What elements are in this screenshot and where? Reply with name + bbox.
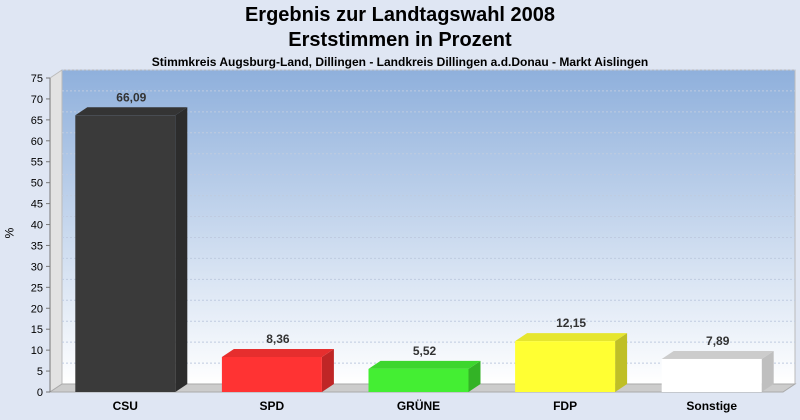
bar-csu — [75, 107, 188, 393]
x-tick-label: SPD — [260, 399, 285, 413]
y-tick-label: 45 — [31, 199, 43, 211]
bar-top — [221, 348, 334, 357]
chart-title: Ergebnis zur Landtagswahl 2008 — [244, 4, 556, 26]
y-tick-label: 35 — [31, 240, 43, 252]
bar-front — [75, 115, 176, 393]
bar-top — [515, 333, 628, 342]
bar-side — [761, 350, 774, 392]
bar-front — [368, 368, 469, 392]
data-label: 12,15 — [556, 316, 586, 330]
x-tick-label: GRÜNE — [397, 398, 440, 413]
bar-grüne — [368, 360, 481, 392]
y-tick-label: 15 — [31, 324, 43, 336]
y-tick-label: 65 — [31, 115, 43, 127]
x-tick-label: CSU — [113, 399, 138, 413]
bar-top — [75, 107, 188, 116]
y-tick-label: 40 — [31, 220, 43, 232]
data-label: 5,52 — [413, 344, 437, 358]
bar-sonstige — [661, 350, 774, 392]
bar-side — [175, 107, 188, 393]
bar-top — [661, 350, 774, 359]
plot-side-wall — [49, 69, 63, 393]
y-tick-label: 60 — [31, 136, 43, 148]
data-label: 8,36 — [266, 332, 290, 346]
y-tick-label: 55 — [31, 157, 43, 169]
x-tick-label: Sonstige — [686, 399, 737, 413]
bar-top — [368, 360, 481, 369]
y-tick-label: 5 — [37, 366, 43, 378]
chart-subtitle: Stimmkreis Augsburg-Land, Dillingen - La… — [151, 55, 649, 69]
bar-side — [615, 333, 628, 392]
bar-side — [321, 348, 334, 392]
y-tick-label: 20 — [31, 303, 43, 315]
chart-title-2: Erststimmen in Prozent — [288, 29, 512, 51]
x-tick-label: FDP — [553, 399, 577, 413]
y-tick-label: 10 — [31, 345, 43, 357]
data-label: 7,89 — [706, 334, 730, 348]
bar-front — [515, 341, 616, 392]
y-tick-label: 75 — [31, 73, 43, 85]
data-label: 66,09 — [116, 90, 146, 104]
y-tick-label: 25 — [31, 282, 43, 294]
y-tick-label: 0 — [37, 387, 43, 399]
bar-side — [468, 360, 481, 392]
bar-spd — [221, 348, 334, 392]
y-tick-label: 70 — [31, 94, 43, 106]
y-tick-label: 50 — [31, 178, 43, 190]
bar-fdp — [515, 333, 628, 392]
y-tick-label: 30 — [31, 261, 43, 273]
bar-front — [221, 356, 322, 392]
bar-front — [661, 358, 762, 392]
